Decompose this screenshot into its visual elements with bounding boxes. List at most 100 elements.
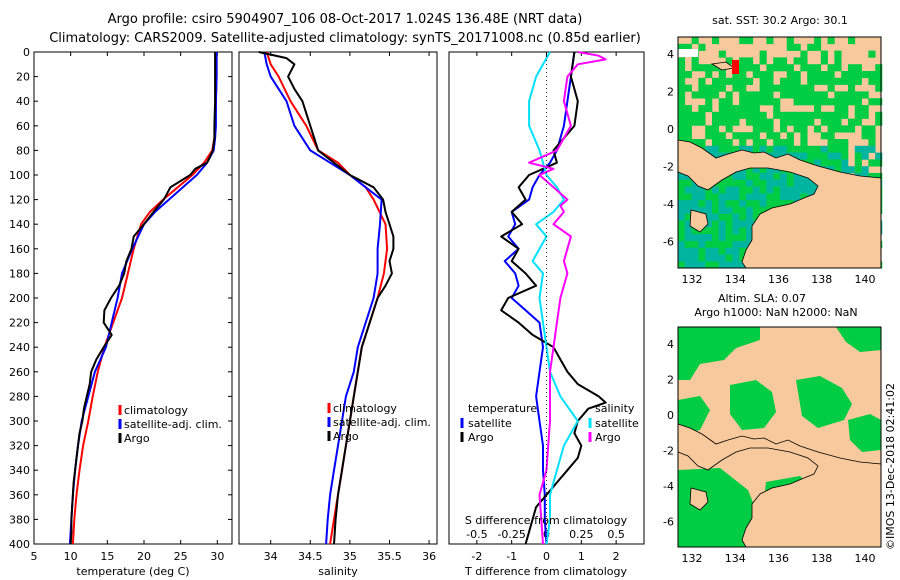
- sst-cell: [684, 111, 692, 119]
- sst-cell: [725, 220, 733, 228]
- sst-cell: [786, 43, 794, 51]
- sst-cell: [712, 234, 720, 242]
- depth-tick-label: 20: [16, 71, 30, 84]
- sla-anomaly-region: [796, 376, 852, 428]
- sst-cell: [793, 57, 801, 65]
- sst-cell: [678, 111, 686, 119]
- sst-cell: [732, 145, 740, 153]
- sst-cell: [712, 84, 720, 92]
- x-tick-label: 35: [343, 550, 357, 563]
- sst-cell: [725, 213, 733, 221]
- sst-cell: [786, 179, 794, 187]
- sst-cell: [759, 173, 767, 181]
- latitude-tick-label: -2: [663, 160, 674, 173]
- sst-cell: [786, 71, 794, 79]
- sst-cell: [854, 166, 862, 174]
- salinity-difference-tick-label: -0.25: [497, 528, 525, 541]
- sst-cell: [746, 213, 754, 221]
- sst-cell: [800, 125, 808, 133]
- sst-cell: [718, 241, 726, 249]
- sst-cell: [732, 254, 740, 262]
- sst-cell: [705, 213, 713, 221]
- sst-cell: [793, 43, 801, 51]
- sst-cell: [712, 261, 720, 269]
- sst-cell: [678, 64, 686, 72]
- latitude-tick-label: -6: [663, 235, 674, 248]
- sst-cell: [712, 152, 720, 160]
- sst-cell: [718, 247, 726, 255]
- sst-cell: [718, 234, 726, 242]
- sst-cell: [827, 77, 835, 85]
- sst-cell: [684, 193, 692, 201]
- longitude-tick-label: 132: [682, 552, 703, 565]
- sst-cell: [807, 145, 815, 153]
- title-line-2: Climatology: CARS2009. Satellite-adjuste…: [49, 31, 641, 46]
- sst-cell: [827, 84, 835, 92]
- sst-cell: [793, 111, 801, 119]
- sst-cell: [854, 105, 862, 113]
- sst-cell: [705, 207, 713, 215]
- sst-cell: [793, 193, 801, 201]
- sla-map-title-line-1: Altim. SLA: 0.07: [718, 292, 806, 305]
- sst-cell: [766, 64, 774, 72]
- sst-cell: [684, 84, 692, 92]
- sst-cell: [739, 220, 747, 228]
- sst-cell: [725, 241, 733, 249]
- sst-cell: [766, 173, 774, 181]
- sst-cell: [773, 152, 781, 160]
- sst-cell: [678, 234, 686, 242]
- sst-cell: [793, 145, 801, 153]
- sst-cell: [732, 186, 740, 194]
- depth-tick-label: 200: [9, 292, 30, 305]
- sst-cell: [746, 145, 754, 153]
- sst-cell: [807, 152, 815, 160]
- sst-cell: [861, 145, 869, 153]
- depth-tick-label: 400: [9, 538, 30, 551]
- sst-cell: [739, 173, 747, 181]
- sst-cell: [698, 200, 706, 208]
- sst-cell: [739, 77, 747, 85]
- sst-cell: [678, 200, 686, 208]
- sst-cell: [732, 261, 740, 269]
- sst-cell: [732, 173, 740, 181]
- sst-cell: [786, 111, 794, 119]
- sst-cell: [848, 166, 856, 174]
- sst-cell: [827, 71, 835, 79]
- sst-map-island: [689, 209, 709, 233]
- sst-cell: [698, 91, 706, 99]
- legend-label-t-argo: Argo: [468, 431, 494, 444]
- sst-cell: [691, 118, 699, 126]
- depth-tick-label: 60: [16, 120, 30, 133]
- sst-cell: [746, 207, 754, 215]
- sst-cell: [759, 118, 767, 126]
- sst-cell: [739, 84, 747, 92]
- sla-map-frame: [677, 326, 882, 548]
- sst-cell: [732, 84, 740, 92]
- sst-cell: [759, 200, 767, 208]
- sst-cell: [752, 91, 760, 99]
- sst-cell: [786, 37, 794, 45]
- sst-cell: [848, 125, 856, 133]
- sst-cell: [739, 132, 747, 140]
- sst-cell: [712, 125, 720, 133]
- sst-cell: [793, 179, 801, 187]
- sst-cell: [746, 98, 754, 106]
- x-tick-label: 10: [64, 550, 78, 563]
- sst-cell: [875, 71, 883, 79]
- sst-cell: [718, 186, 726, 194]
- sst-cell: [732, 213, 740, 221]
- sst-cell: [780, 111, 788, 119]
- sst-cell: [705, 241, 713, 249]
- sst-cell: [780, 84, 788, 92]
- sst-cell: [684, 234, 692, 242]
- legend-label-s-argo: Argo: [595, 431, 621, 444]
- sst-cell: [705, 84, 713, 92]
- sst-cell: [820, 111, 828, 119]
- sst-cell: [698, 43, 706, 51]
- sst-cell: [718, 50, 726, 58]
- depth-tick-label: 320: [9, 440, 30, 453]
- sla-anomaly-region: [678, 327, 760, 380]
- sst-cell: [807, 71, 815, 79]
- longitude-tick-label: 134: [725, 552, 746, 565]
- sst-cell: [718, 254, 726, 262]
